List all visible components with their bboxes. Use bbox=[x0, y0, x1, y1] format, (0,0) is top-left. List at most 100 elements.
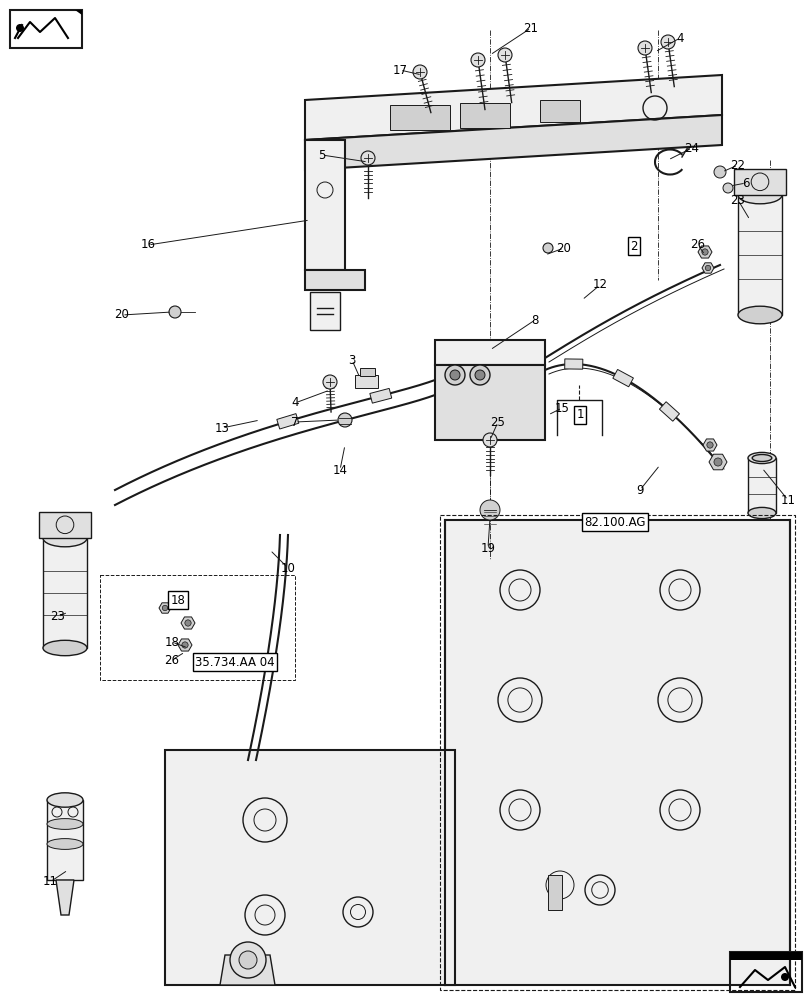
Ellipse shape bbox=[751, 454, 770, 462]
Text: 19: 19 bbox=[480, 542, 495, 554]
Text: 20: 20 bbox=[556, 241, 571, 254]
Text: 18: 18 bbox=[165, 636, 179, 648]
Polygon shape bbox=[702, 439, 716, 451]
Text: 9: 9 bbox=[636, 484, 643, 496]
Polygon shape bbox=[702, 263, 713, 273]
Ellipse shape bbox=[47, 793, 83, 807]
Circle shape bbox=[230, 942, 266, 978]
Ellipse shape bbox=[43, 529, 87, 547]
Text: 7: 7 bbox=[291, 416, 298, 428]
Circle shape bbox=[337, 413, 351, 427]
Bar bbox=[547, 875, 561, 910]
Polygon shape bbox=[159, 603, 171, 613]
Polygon shape bbox=[659, 402, 679, 421]
Circle shape bbox=[16, 24, 24, 32]
Circle shape bbox=[713, 458, 721, 466]
Circle shape bbox=[323, 375, 337, 389]
Circle shape bbox=[413, 65, 427, 79]
Circle shape bbox=[660, 35, 674, 49]
Circle shape bbox=[470, 365, 489, 385]
Bar bbox=[737, 195, 781, 315]
Circle shape bbox=[444, 365, 465, 385]
Bar bbox=[747, 458, 775, 513]
Polygon shape bbox=[305, 75, 721, 140]
Text: 13: 13 bbox=[214, 422, 230, 434]
Circle shape bbox=[701, 249, 707, 255]
Circle shape bbox=[706, 442, 712, 448]
Text: 11: 11 bbox=[779, 493, 795, 506]
Bar bbox=[39, 512, 92, 538]
Text: 3: 3 bbox=[348, 354, 355, 366]
Polygon shape bbox=[220, 955, 275, 985]
Text: 25: 25 bbox=[490, 416, 504, 428]
Polygon shape bbox=[10, 10, 82, 15]
Circle shape bbox=[162, 605, 168, 611]
Polygon shape bbox=[444, 520, 789, 985]
Text: 8: 8 bbox=[530, 314, 538, 326]
Ellipse shape bbox=[747, 507, 775, 519]
Text: 6: 6 bbox=[741, 177, 749, 190]
Ellipse shape bbox=[737, 306, 781, 324]
Text: 22: 22 bbox=[730, 159, 744, 172]
Text: 4: 4 bbox=[291, 396, 298, 410]
Text: 82.100.AG: 82.100.AG bbox=[584, 516, 645, 528]
Text: 26: 26 bbox=[689, 238, 705, 251]
Ellipse shape bbox=[47, 839, 83, 849]
Circle shape bbox=[483, 433, 496, 447]
Bar bbox=[47, 800, 83, 880]
Circle shape bbox=[780, 973, 788, 981]
Polygon shape bbox=[697, 246, 711, 258]
Text: 23: 23 bbox=[50, 610, 66, 624]
Polygon shape bbox=[305, 270, 365, 290]
Text: 20: 20 bbox=[114, 308, 129, 322]
Ellipse shape bbox=[47, 819, 83, 829]
Text: 4: 4 bbox=[676, 32, 683, 45]
Text: 10: 10 bbox=[281, 562, 295, 574]
Text: 15: 15 bbox=[554, 401, 569, 414]
Text: 5: 5 bbox=[318, 149, 325, 162]
Polygon shape bbox=[354, 375, 378, 388]
Polygon shape bbox=[305, 115, 721, 170]
Circle shape bbox=[722, 183, 732, 193]
Polygon shape bbox=[178, 639, 191, 651]
Polygon shape bbox=[305, 140, 345, 270]
Polygon shape bbox=[435, 340, 544, 365]
Text: 12: 12 bbox=[592, 278, 607, 292]
Text: 14: 14 bbox=[332, 464, 347, 477]
Circle shape bbox=[185, 620, 191, 626]
Bar bbox=[389, 105, 449, 130]
Text: 1: 1 bbox=[576, 408, 583, 422]
Text: 26: 26 bbox=[165, 654, 179, 666]
Polygon shape bbox=[708, 454, 726, 470]
Circle shape bbox=[169, 306, 181, 318]
Polygon shape bbox=[435, 365, 544, 440]
Text: 21: 21 bbox=[523, 22, 538, 35]
Circle shape bbox=[238, 951, 257, 969]
Text: 16: 16 bbox=[140, 238, 156, 251]
Polygon shape bbox=[564, 359, 582, 369]
Text: 35.734.AA 04: 35.734.AA 04 bbox=[195, 656, 274, 668]
Bar bbox=[539, 100, 579, 122]
Ellipse shape bbox=[747, 452, 775, 464]
Text: 23: 23 bbox=[730, 194, 744, 207]
Circle shape bbox=[182, 642, 188, 648]
Bar bbox=[43, 538, 87, 648]
Polygon shape bbox=[612, 369, 633, 387]
Polygon shape bbox=[277, 414, 298, 429]
Bar bbox=[732, 169, 785, 195]
Circle shape bbox=[470, 53, 484, 67]
Polygon shape bbox=[359, 368, 375, 376]
Circle shape bbox=[543, 243, 552, 253]
Polygon shape bbox=[56, 880, 74, 915]
Circle shape bbox=[479, 500, 500, 520]
Polygon shape bbox=[369, 388, 391, 403]
Circle shape bbox=[637, 41, 651, 55]
Text: 24: 24 bbox=[684, 142, 698, 155]
Circle shape bbox=[474, 370, 484, 380]
Bar bbox=[460, 103, 509, 128]
Text: 17: 17 bbox=[392, 64, 407, 77]
Circle shape bbox=[705, 265, 710, 271]
Circle shape bbox=[361, 151, 375, 165]
Circle shape bbox=[449, 370, 460, 380]
Text: 2: 2 bbox=[629, 239, 637, 252]
